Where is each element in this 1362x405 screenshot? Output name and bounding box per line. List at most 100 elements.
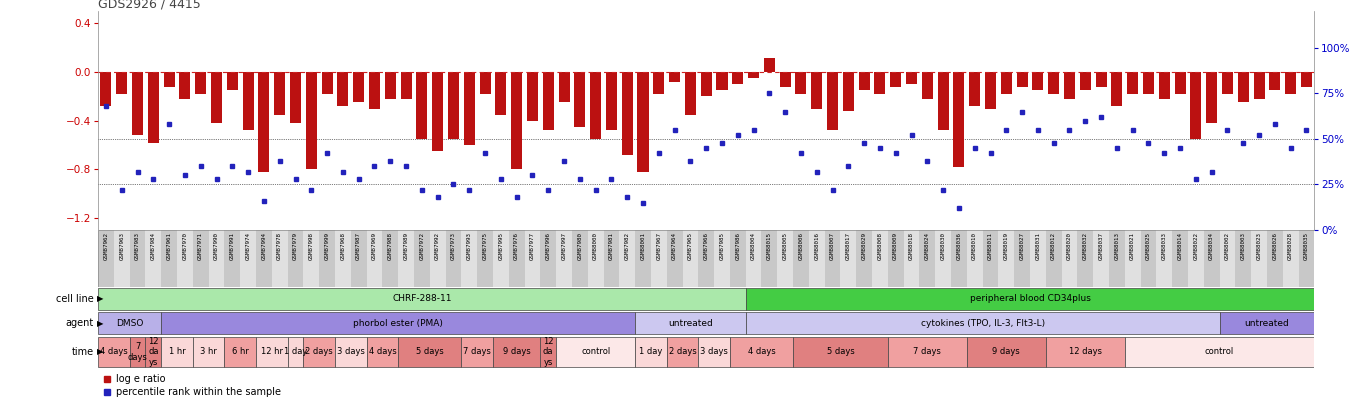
Bar bbox=[922, 72, 933, 99]
Bar bbox=[445, 230, 462, 287]
Bar bbox=[1080, 72, 1091, 90]
Text: GDS2926 / 4415: GDS2926 / 4415 bbox=[98, 0, 200, 10]
Text: 4 days: 4 days bbox=[369, 347, 396, 356]
Bar bbox=[953, 72, 964, 167]
Text: GSM87979: GSM87979 bbox=[293, 232, 298, 260]
Bar bbox=[654, 72, 665, 94]
Text: GSM87971: GSM87971 bbox=[199, 232, 203, 260]
Text: GSM88005: GSM88005 bbox=[783, 232, 787, 260]
Text: GSM88017: GSM88017 bbox=[846, 232, 851, 260]
Text: time: time bbox=[72, 347, 94, 357]
Bar bbox=[667, 230, 682, 287]
Text: GSM87988: GSM87988 bbox=[388, 232, 392, 260]
Text: GSM88012: GSM88012 bbox=[1051, 232, 1056, 260]
Text: cell line: cell line bbox=[56, 294, 94, 304]
Bar bbox=[432, 72, 443, 151]
Bar bbox=[936, 230, 951, 287]
Bar bbox=[635, 312, 745, 335]
Bar bbox=[1159, 72, 1170, 99]
Text: GSM88003: GSM88003 bbox=[1241, 232, 1246, 260]
Bar bbox=[195, 72, 206, 94]
Bar bbox=[1204, 230, 1219, 287]
Bar bbox=[919, 230, 936, 287]
Bar bbox=[227, 72, 238, 90]
Bar bbox=[541, 230, 556, 287]
Bar bbox=[891, 72, 902, 87]
Bar bbox=[1219, 230, 1235, 287]
Text: GSM87974: GSM87974 bbox=[245, 232, 251, 260]
Text: GSM87999: GSM87999 bbox=[324, 232, 330, 260]
Bar bbox=[840, 230, 857, 287]
Text: 5 days: 5 days bbox=[827, 347, 854, 356]
Bar bbox=[1267, 230, 1283, 287]
Text: 2 days: 2 days bbox=[305, 347, 334, 356]
Bar bbox=[1238, 72, 1249, 102]
Bar bbox=[430, 230, 445, 287]
Bar bbox=[463, 72, 475, 145]
Text: DMSO: DMSO bbox=[116, 319, 143, 328]
Text: GSM87963: GSM87963 bbox=[120, 232, 124, 260]
Text: GSM88020: GSM88020 bbox=[1066, 232, 1072, 260]
Text: GSM87985: GSM87985 bbox=[719, 232, 725, 260]
Text: untreated: untreated bbox=[667, 319, 712, 328]
Text: GSM88023: GSM88023 bbox=[1257, 232, 1261, 260]
Bar bbox=[700, 72, 712, 96]
Bar bbox=[479, 72, 490, 94]
Bar bbox=[1301, 72, 1312, 87]
Bar bbox=[161, 312, 635, 335]
Bar bbox=[906, 72, 917, 84]
Bar bbox=[256, 337, 287, 367]
Bar bbox=[193, 230, 208, 287]
Bar bbox=[682, 230, 699, 287]
Bar bbox=[621, 72, 633, 155]
Bar bbox=[274, 72, 285, 115]
Bar bbox=[858, 72, 870, 90]
Bar bbox=[1128, 72, 1139, 94]
Bar bbox=[211, 72, 222, 123]
Bar bbox=[335, 230, 351, 287]
Bar bbox=[114, 230, 129, 287]
Bar bbox=[116, 72, 127, 94]
Bar bbox=[1286, 72, 1297, 94]
Bar bbox=[1046, 230, 1061, 287]
Bar bbox=[699, 230, 714, 287]
Bar bbox=[606, 72, 617, 130]
Bar bbox=[714, 230, 730, 287]
Bar bbox=[998, 230, 1015, 287]
Bar bbox=[1173, 230, 1188, 287]
Bar bbox=[524, 230, 541, 287]
Bar bbox=[462, 337, 493, 367]
Text: 12
da
ys: 12 da ys bbox=[148, 337, 158, 367]
Bar bbox=[1064, 72, 1075, 99]
Bar bbox=[637, 72, 648, 172]
Bar bbox=[398, 230, 414, 287]
Text: GSM88027: GSM88027 bbox=[1020, 232, 1024, 260]
Text: GSM88022: GSM88022 bbox=[1193, 232, 1199, 260]
Text: GSM88010: GSM88010 bbox=[972, 232, 977, 260]
Bar bbox=[651, 230, 667, 287]
Text: 1 day: 1 day bbox=[639, 347, 662, 356]
Text: GSM87992: GSM87992 bbox=[436, 232, 440, 260]
Text: GSM88024: GSM88024 bbox=[925, 232, 930, 260]
Text: GSM87982: GSM87982 bbox=[625, 232, 629, 260]
Text: GSM88019: GSM88019 bbox=[1004, 232, 1009, 260]
Text: GSM88018: GSM88018 bbox=[908, 232, 914, 260]
Bar bbox=[685, 72, 696, 115]
Bar bbox=[146, 337, 161, 367]
Bar bbox=[795, 72, 806, 94]
Bar bbox=[132, 72, 143, 135]
Text: 4 days: 4 days bbox=[748, 347, 775, 356]
Text: GSM88033: GSM88033 bbox=[1162, 232, 1167, 260]
Text: GSM88004: GSM88004 bbox=[750, 232, 756, 260]
Text: GSM87991: GSM87991 bbox=[230, 232, 234, 260]
Text: GSM88015: GSM88015 bbox=[767, 232, 772, 260]
Bar bbox=[1094, 230, 1109, 287]
Text: GSM88032: GSM88032 bbox=[1083, 232, 1088, 260]
Text: GSM88034: GSM88034 bbox=[1209, 232, 1214, 260]
Bar bbox=[383, 230, 398, 287]
Bar bbox=[779, 72, 791, 87]
Text: GSM88008: GSM88008 bbox=[877, 232, 883, 260]
Text: GSM87967: GSM87967 bbox=[656, 232, 662, 260]
Bar bbox=[745, 230, 761, 287]
Text: GSM87993: GSM87993 bbox=[467, 232, 471, 260]
